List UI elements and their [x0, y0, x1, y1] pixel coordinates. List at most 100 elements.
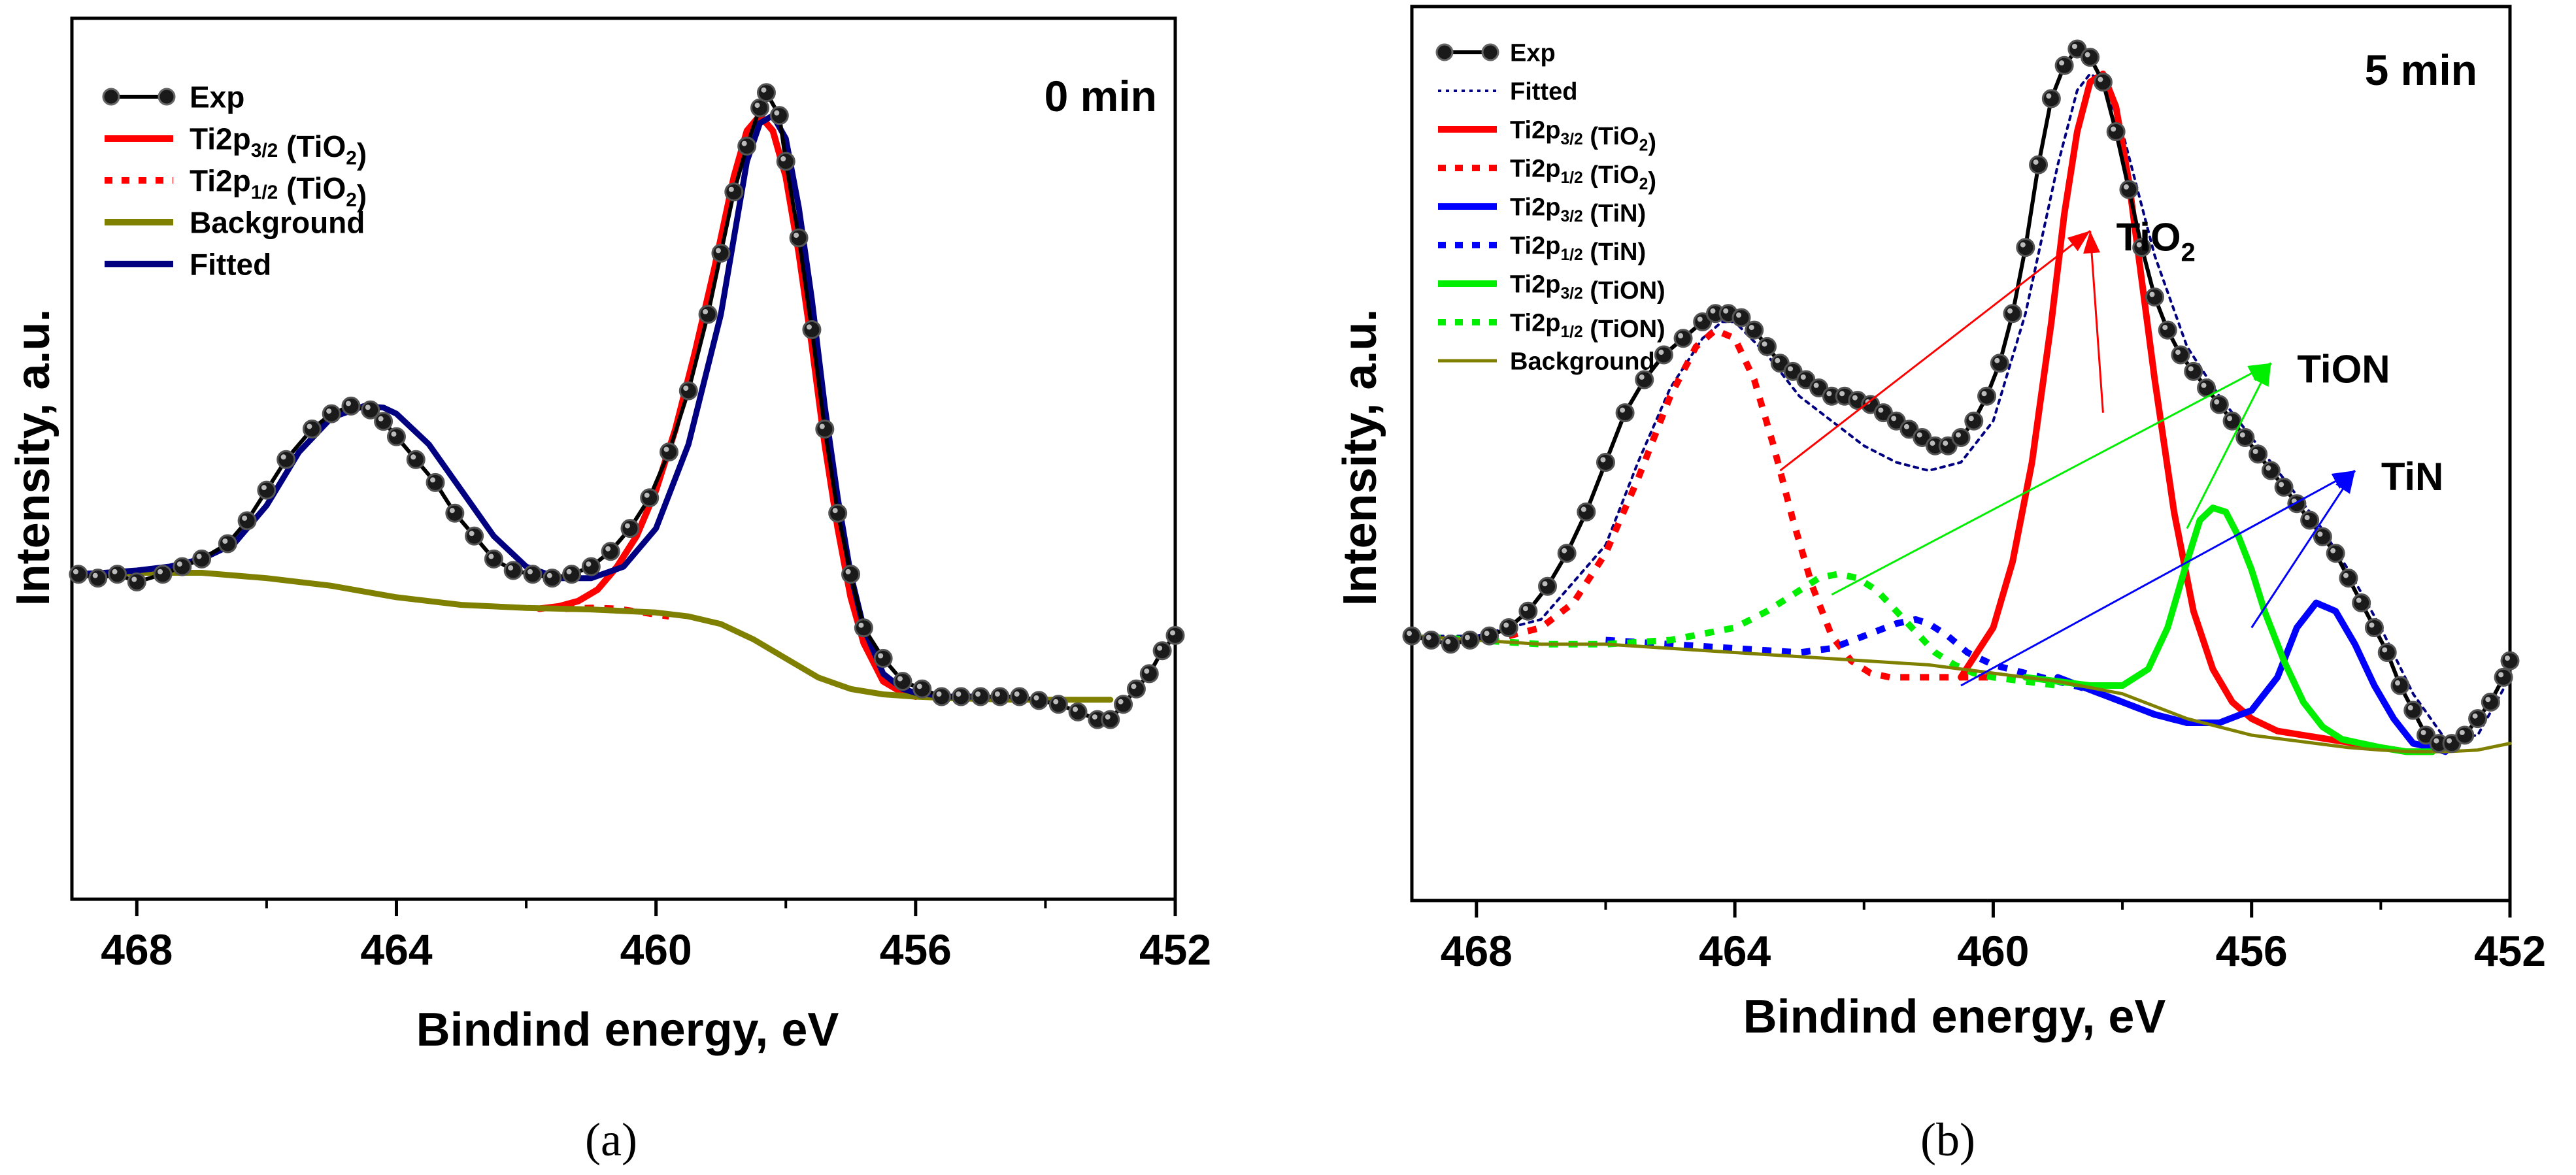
- exp-point: [2081, 48, 2100, 67]
- exp-point-highlight: [1542, 581, 1548, 587]
- exp-point-highlight: [2033, 159, 2039, 165]
- x-axis-label-b: Bindind energy, eV: [1743, 991, 2166, 1043]
- exp-point-highlight: [1426, 635, 1431, 640]
- exp-point-highlight: [2420, 729, 2426, 735]
- panel-a: 468 464 460 456 452 Exp Ti2p3/2 (TiO2)Ti2p1/2…: [7, 16, 1211, 1166]
- exp-point-highlight: [1658, 350, 1664, 356]
- exp-point: [1068, 702, 1088, 721]
- exp-point-highlight: [1710, 308, 1716, 314]
- series-exp-line-a: [78, 88, 1177, 722]
- legend-label-tio2_32: Ti2p3/2 (TiO2): [1510, 117, 1656, 157]
- exp-point: [756, 83, 776, 103]
- exp-point-highlight: [2201, 382, 2207, 388]
- exp-point: [1402, 626, 1422, 646]
- series-background-b: [1410, 634, 2512, 753]
- exp-point: [302, 420, 322, 439]
- exp-point-highlight: [391, 431, 397, 437]
- exp-point: [802, 320, 822, 339]
- exp-point-highlight: [2162, 325, 2168, 331]
- x-tick-label: 464: [360, 925, 432, 974]
- annotation-label-tio: TiO2: [2116, 215, 2196, 267]
- exp-point-highlight: [345, 401, 351, 406]
- exp-point-highlight: [527, 569, 533, 574]
- exp-point-highlight: [1118, 699, 1124, 704]
- exp-point: [828, 503, 848, 523]
- exp-point-highlight: [2071, 44, 2077, 49]
- exp-point-highlight: [1788, 366, 1794, 372]
- exp-point-highlight: [975, 691, 981, 697]
- x-axis-a: 468 464 460 456 452: [101, 899, 1211, 974]
- legend-label-tin_32: Ti2p3/2 (TiN): [1510, 194, 1646, 228]
- x-tick-label: 456: [2216, 927, 2288, 975]
- exp-point: [2041, 89, 2061, 108]
- exp-point-highlight: [1014, 691, 1020, 697]
- exp-point: [543, 569, 562, 588]
- exp-point-highlight: [430, 477, 436, 483]
- exp-point-highlight: [1826, 391, 1832, 397]
- exp-point: [465, 526, 484, 546]
- exp-point: [2274, 477, 2294, 497]
- exp-point: [640, 488, 660, 508]
- exp-point: [237, 511, 257, 531]
- exp-point: [2016, 238, 2035, 257]
- legend-label-background: Background: [1510, 348, 1655, 376]
- exp-point: [789, 228, 809, 248]
- exp-point: [1126, 679, 1146, 699]
- exp-point-highlight: [741, 141, 747, 146]
- exp-point-highlight: [858, 622, 864, 628]
- exp-point-highlight: [2020, 242, 2026, 248]
- exp-point: [2209, 395, 2229, 414]
- exp-point: [2249, 444, 2268, 464]
- exp-point: [218, 534, 237, 554]
- exp-point: [724, 182, 744, 202]
- exp-point-highlight: [956, 691, 962, 697]
- annotation-arrow-tin: [2250, 470, 2356, 629]
- exp-point-highlight: [605, 546, 611, 552]
- exp-point: [445, 503, 465, 523]
- exp-point-highlight: [1678, 333, 1684, 339]
- exp-point-highlight: [1878, 407, 1884, 413]
- exp-point-highlight: [2356, 597, 2362, 603]
- x-tick-label: 464: [1699, 927, 1771, 975]
- exp-point: [484, 549, 503, 569]
- exp-point-highlight: [2447, 738, 2452, 744]
- exp-point: [1441, 635, 1460, 654]
- exp-point-highlight: [2505, 655, 2510, 661]
- exp-point-highlight: [2084, 52, 2090, 58]
- exp-point-highlight: [2317, 531, 2323, 537]
- x-tick-label: 468: [1441, 927, 1513, 975]
- exp-point-highlight: [1053, 699, 1059, 704]
- exp-point-highlight: [2007, 308, 2013, 314]
- annotation-label-tion: TiON: [2297, 348, 2390, 391]
- exp-point-highlight: [774, 110, 780, 116]
- exp-point-highlight: [449, 508, 455, 514]
- exp-point-highlight: [1503, 622, 1509, 628]
- exp-point: [893, 672, 912, 691]
- exp-point: [1964, 411, 1984, 431]
- exp-point-highlight: [832, 508, 838, 514]
- exp-point-highlight: [1994, 357, 2000, 363]
- series-ti2p3-2-tin-b: [2054, 599, 2449, 755]
- x-tick-label: 460: [1957, 927, 2029, 975]
- exp-point: [1152, 641, 1172, 661]
- exp-point-highlight: [2266, 465, 2271, 471]
- exp-point-highlight: [488, 554, 494, 559]
- exp-point-highlight: [2304, 515, 2310, 521]
- exp-point-highlight: [2485, 697, 2491, 703]
- legend-marker-exp: [158, 88, 176, 106]
- exp-point-highlight: [916, 684, 922, 689]
- exp-point: [2029, 155, 2049, 174]
- exp-point-highlight: [261, 485, 267, 491]
- exp-point: [2313, 527, 2332, 546]
- exp-point: [1673, 329, 1693, 348]
- legend-label-tio2_12: Ti2p1/2 (TiO2): [1510, 156, 1656, 195]
- exp-point-highlight: [624, 523, 630, 529]
- legend-label-tio2_32: Ti2p3/2 (TiO2): [190, 122, 367, 171]
- plot-frame-b: [1410, 5, 2512, 902]
- exp-point-highlight: [2279, 482, 2284, 488]
- exp-point-highlight: [780, 156, 786, 161]
- exp-point-highlight: [280, 454, 286, 460]
- exp-point: [2235, 428, 2255, 448]
- exp-point: [990, 687, 1010, 706]
- exp-point-highlight: [1813, 382, 1819, 388]
